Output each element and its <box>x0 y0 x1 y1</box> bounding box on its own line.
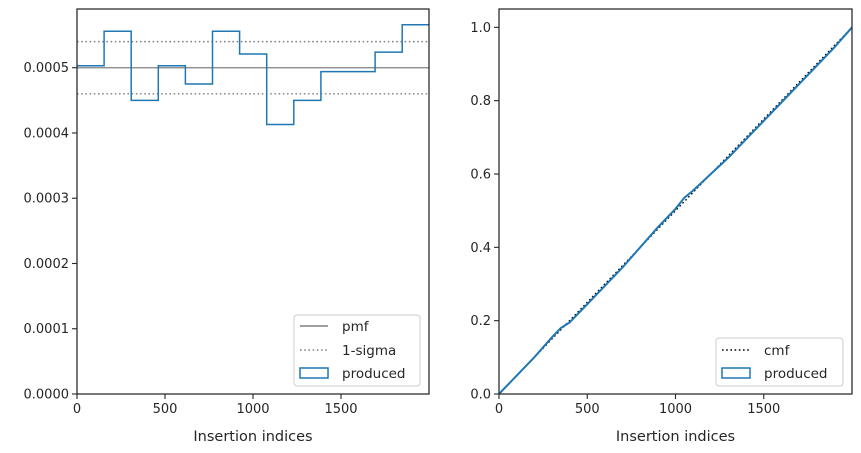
y-tick-label: 0.2 <box>470 314 491 329</box>
y-tick-label: 1.0 <box>470 21 491 36</box>
x-axis-label: Insertion indices <box>616 429 735 445</box>
produced-step-line <box>77 23 429 126</box>
y-tick-label: 0.0002 <box>24 257 70 272</box>
x-tick-label: 1500 <box>747 402 780 417</box>
legend-produced-label: produced <box>342 366 406 382</box>
right-panel-cmf-chart: 0 500 1000 1500 0.0 0.2 0.4 0.6 0.8 1.0 Insertion … <box>470 8 853 445</box>
legend-produced-swatch <box>721 367 751 379</box>
y-tick-label: 0.0005 <box>24 61 70 76</box>
y-tick-label: 0.4 <box>470 241 491 256</box>
y-tick-label: 0.0000 <box>24 388 70 403</box>
y-tick-label: 0.0003 <box>24 192 70 207</box>
legend: cmf produced <box>715 337 844 387</box>
y-tick-label: 0.6 <box>470 168 491 183</box>
legend-1-sigma-label: 1-sigma <box>342 343 396 359</box>
plot-area <box>499 26 852 394</box>
y-tick-label: 0.0 <box>470 388 491 403</box>
legend-produced-swatch <box>299 367 329 379</box>
x-tick-label: 0 <box>73 402 81 417</box>
legend-pmf-label: pmf <box>342 319 370 335</box>
x-tick-label: 1000 <box>659 402 692 417</box>
left-panel-pmf-chart: 0 500 1000 1500 0.0000 0.0001 0.0002 0.0003 0.00… <box>24 8 430 445</box>
x-axis-label: Insertion indices <box>193 429 312 445</box>
x-tick-label: 1000 <box>236 402 269 417</box>
x-tick-label: 1500 <box>324 402 357 417</box>
legend: pmf 1-sigma produced <box>293 314 421 387</box>
y-tick-label: 0.0004 <box>24 126 70 141</box>
produced-cumulative-line <box>499 26 852 394</box>
cmf-line <box>499 26 852 394</box>
x-tick-label: 0 <box>495 402 503 417</box>
y-tick-label: 0.0001 <box>24 322 70 337</box>
x-tick-label: 500 <box>153 402 178 417</box>
legend-produced-label: produced <box>764 366 828 382</box>
legend-cmf-label: cmf <box>764 343 791 359</box>
x-tick-label: 500 <box>575 402 600 417</box>
y-tick-label: 0.8 <box>470 94 491 109</box>
plot-area <box>77 23 429 126</box>
